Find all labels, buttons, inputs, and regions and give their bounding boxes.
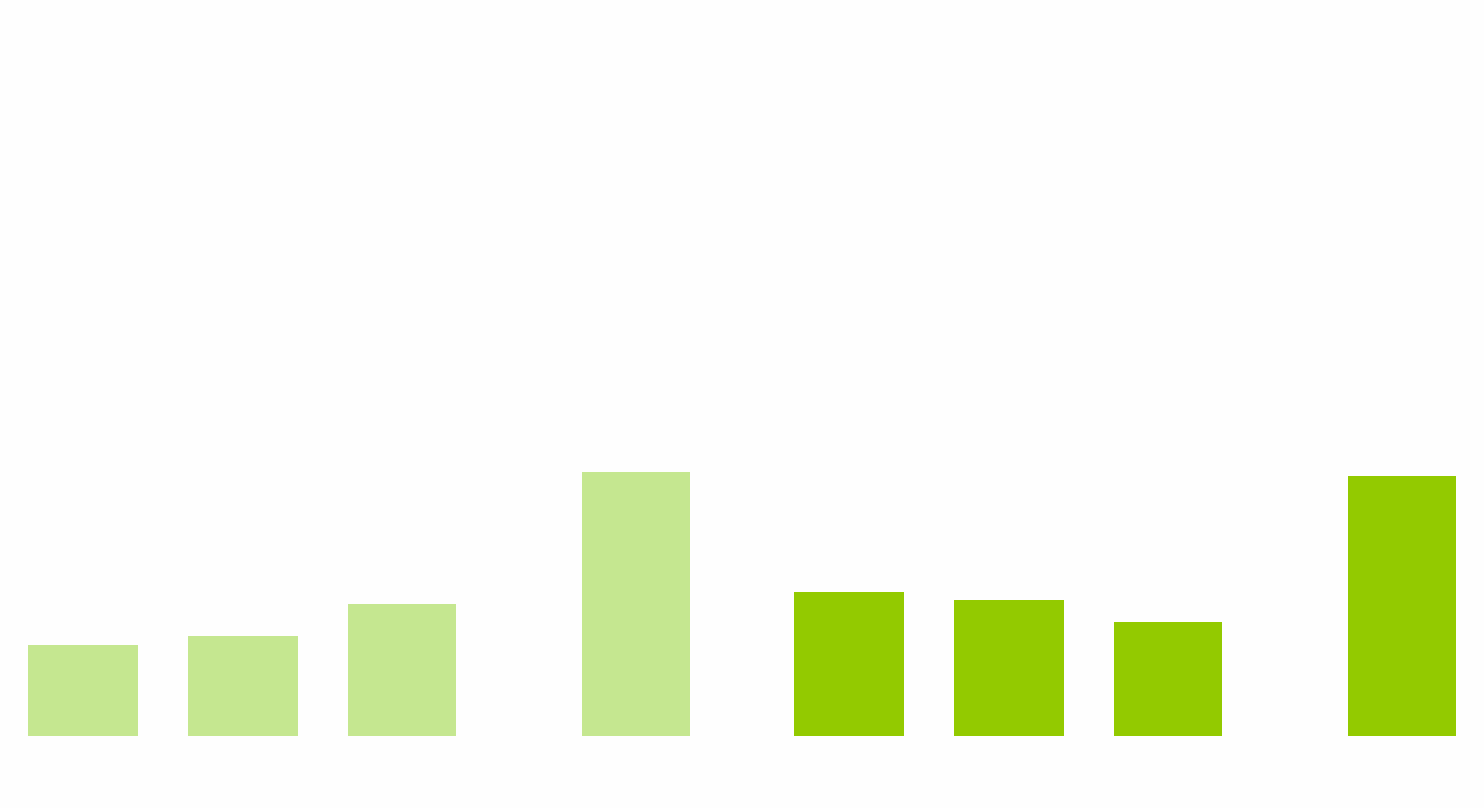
bar bbox=[1348, 476, 1456, 736]
bar bbox=[1114, 622, 1222, 736]
bar bbox=[188, 636, 298, 736]
bar bbox=[954, 600, 1064, 736]
bar bbox=[582, 472, 690, 736]
bar bbox=[794, 592, 904, 736]
bar bbox=[348, 604, 456, 736]
bar bbox=[28, 645, 138, 736]
